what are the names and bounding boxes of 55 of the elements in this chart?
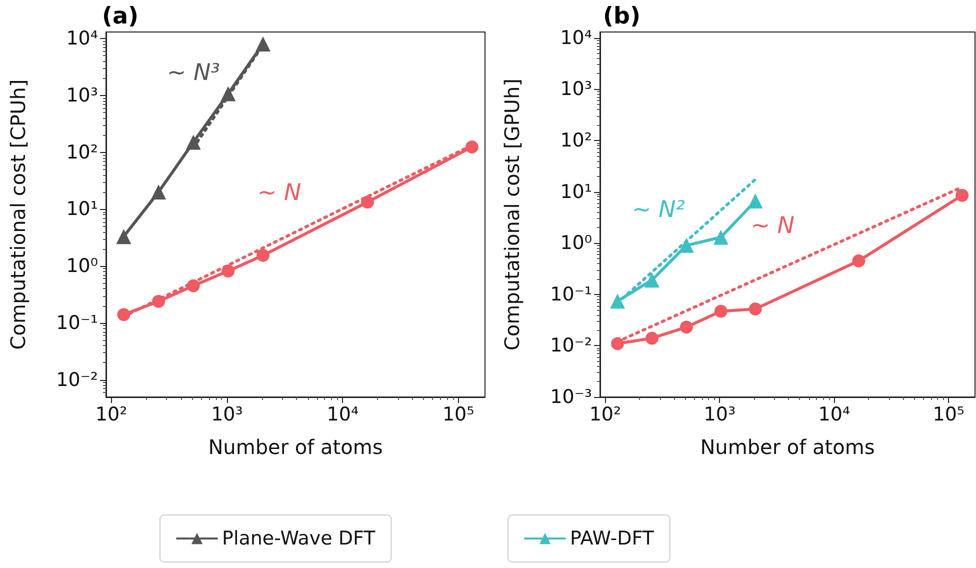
x-axis-title: Number of atoms <box>208 435 383 459</box>
y-tick-label: 10⁻³ <box>550 386 592 408</box>
point <box>222 264 235 278</box>
point <box>152 294 166 308</box>
y-tick-label: 10⁻² <box>56 368 98 391</box>
point <box>186 134 201 150</box>
point <box>645 332 658 345</box>
annotation: ~ N³ <box>166 60 220 86</box>
point <box>255 36 270 52</box>
y-tick-label: 10³ <box>66 84 98 106</box>
legend-label: Plane-Wave DFT <box>222 528 376 550</box>
y-axis-title: Computational cost [CPUh] <box>6 79 30 350</box>
x-tick-label: 10⁴ <box>326 404 359 426</box>
x-tick-label: 10⁴ <box>818 404 850 426</box>
point <box>680 320 693 334</box>
point <box>611 337 624 350</box>
y-tick-label: 10⁴ <box>66 27 98 50</box>
y-tick-label: 10⁰ <box>560 232 592 254</box>
y-tick-label: 10³ <box>560 78 592 100</box>
point <box>713 230 728 245</box>
point <box>748 194 763 209</box>
point <box>256 248 270 262</box>
annotation: ~ N² <box>632 196 685 223</box>
x-tick-label: 10² <box>95 404 128 426</box>
point <box>678 238 694 253</box>
point <box>116 229 132 244</box>
y-tick-label: 10⁻¹ <box>550 283 592 306</box>
annotation: ~ N <box>750 213 795 240</box>
y-tick-label: 10¹ <box>66 198 98 220</box>
y-tick-label: 10⁰ <box>66 255 98 278</box>
x-tick-label: 10³ <box>211 404 243 426</box>
chart-title: (a) <box>102 4 139 30</box>
y-tick-label: 10¹ <box>560 180 592 203</box>
point <box>714 304 728 318</box>
x-tick-label: 10⁵ <box>932 404 965 426</box>
y-tick-label: 10⁻² <box>550 334 592 357</box>
y-tick-label: 10² <box>66 141 98 164</box>
y-axis-title: Computational cost [GPUh] <box>500 78 524 350</box>
point <box>151 184 166 200</box>
x-tick-label: 10² <box>589 404 622 426</box>
y-tick-label: 10⁴ <box>560 26 592 49</box>
x-tick-label: 10⁵ <box>442 404 474 426</box>
x-tick-label: 10³ <box>704 404 736 426</box>
point <box>186 279 200 292</box>
point <box>117 308 130 322</box>
x-axis-title: Number of atoms <box>700 435 875 459</box>
point <box>748 302 762 316</box>
point <box>644 272 660 288</box>
annotation: ~ N <box>257 180 302 206</box>
chart-title: (b) <box>603 4 640 30</box>
y-tick-label: 10² <box>560 129 592 152</box>
point <box>610 294 626 309</box>
legend-label: PAW-DFT <box>570 528 654 550</box>
y-tick-label: 10⁻¹ <box>56 312 98 334</box>
point <box>220 86 236 102</box>
